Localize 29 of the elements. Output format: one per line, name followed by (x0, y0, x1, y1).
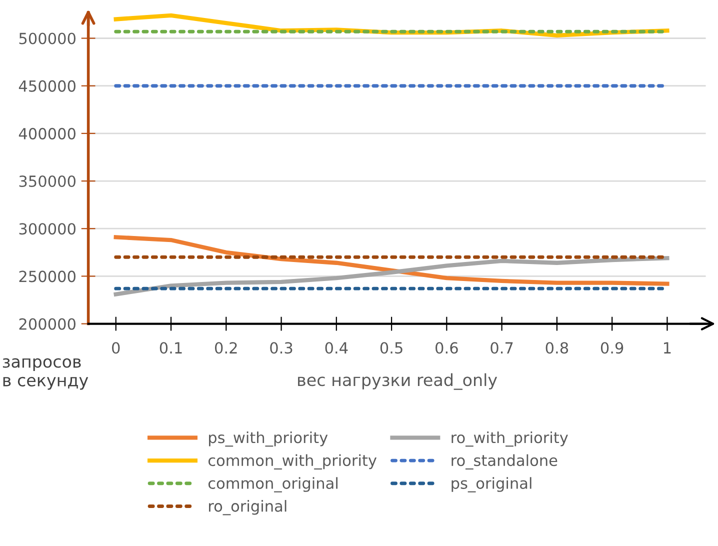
legend-label: ro_standalone (452, 454, 558, 470)
x-tick-label: 0.4 (325, 342, 348, 354)
x-tick-label: 0.6 (436, 342, 458, 354)
y-tick-label: 400000 (18, 128, 76, 140)
x-tick-label: 0.8 (546, 342, 568, 354)
y-tick-label: 500000 (19, 32, 76, 44)
x-tick-label: 0.5 (380, 342, 402, 354)
x-tick-label: 0.3 (270, 342, 292, 354)
x-tick-label: 0.9 (600, 342, 624, 354)
x-tick-label: 1 (664, 342, 671, 354)
y-tick-label: 250000 (19, 270, 76, 282)
legend-label: common_with_priority (208, 454, 377, 470)
legend-label: ro_original (209, 500, 286, 516)
line-series (114, 235, 670, 286)
y-tick-label: 300000 (19, 223, 76, 235)
x-tick-label: 0.1 (160, 342, 182, 354)
y-axis-title: запросов в секунду (2, 358, 88, 390)
x-axis-title: вес нагрузки read_only (298, 373, 498, 390)
line-series (114, 256, 670, 296)
legend-label: ro_with_priority (452, 431, 568, 447)
legend-label: ps_with_priority (209, 431, 328, 447)
x-tick-label: 0.7 (490, 342, 513, 354)
y-tick-label: 200000 (19, 318, 76, 330)
y-tick-label: 450000 (18, 80, 76, 92)
y-tick-label: 350000 (19, 175, 76, 188)
legend-label: ps_original (452, 477, 532, 492)
legend-label: common_original (208, 477, 338, 492)
x-tick-label: 0 (112, 342, 120, 354)
x-tick-label: 0.2 (215, 342, 237, 354)
